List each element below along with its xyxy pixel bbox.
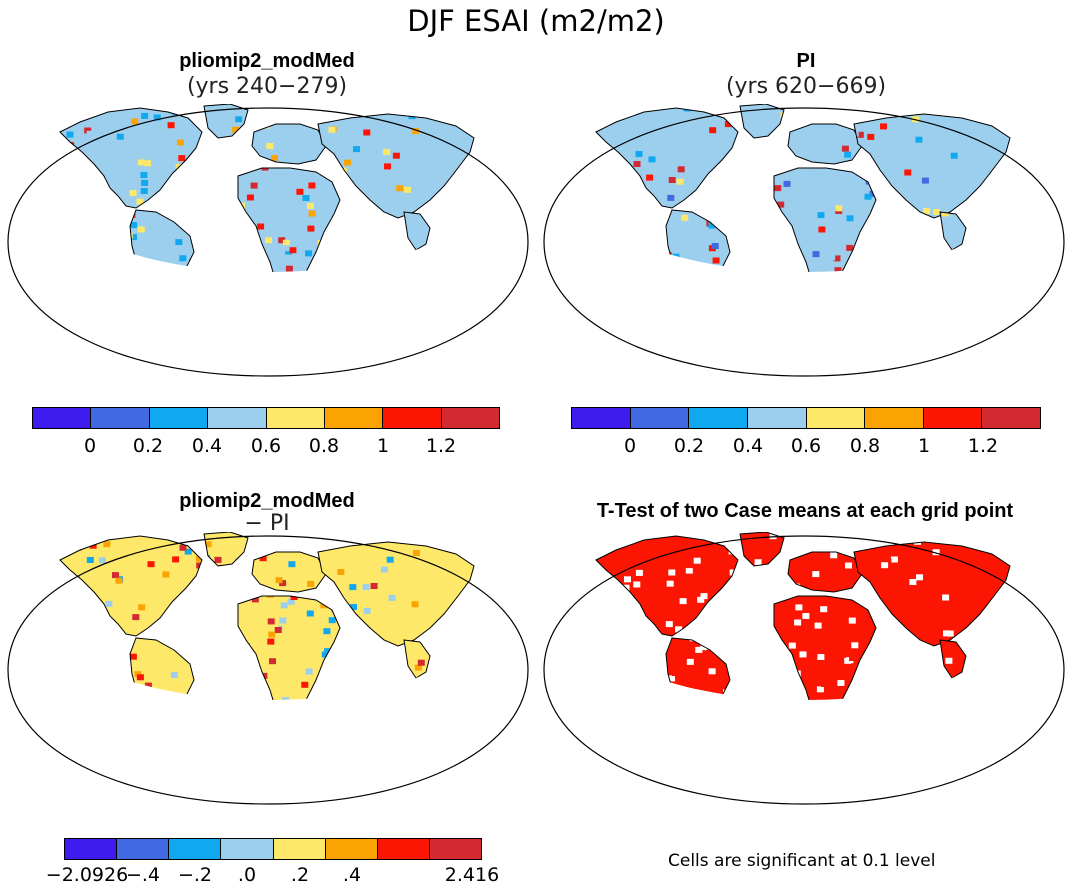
colorbar-swatch <box>430 839 481 859</box>
colorbar-tick-label: 1 <box>918 435 930 457</box>
colorbar-top-left <box>32 407 500 429</box>
continent-northAmerica <box>60 536 202 636</box>
colorbar-tick-label: 1.2 <box>426 435 456 457</box>
colorbar-tick-label: 0 <box>84 435 96 457</box>
colorbar-bottom-left <box>64 838 482 860</box>
continent-southAmerica <box>666 210 730 334</box>
colorbar-swatch <box>572 408 631 428</box>
panel-title-bottom-left: pliomip2_modMed <box>67 490 467 513</box>
continent-southAmerica <box>130 638 194 762</box>
map-panel-bottom-right <box>536 532 1072 808</box>
colorbar-tick-label: 0.2 <box>133 435 163 457</box>
colorbar-swatch <box>325 408 383 428</box>
panel-title-top-left: pliomip2_modMed <box>67 50 467 73</box>
colorbar-swatch <box>807 408 866 428</box>
continent-southAmerica <box>666 638 730 762</box>
colorbar-tick-label: .0 <box>238 864 256 886</box>
colorbar-swatch <box>442 408 499 428</box>
colorbar-tick-label: 1 <box>377 435 389 457</box>
continent-antarctica <box>118 768 450 802</box>
colorbar-swatch <box>631 408 690 428</box>
colorbar-swatch <box>383 408 441 428</box>
colorbar-tick-label: −2.0926 <box>46 864 128 886</box>
map-panel-bottom-left <box>0 532 536 808</box>
continent-australia <box>964 676 1024 728</box>
colorbar-tick-label: .4 <box>343 864 361 886</box>
panel-title-top-right: PI <box>606 50 1006 73</box>
map-panel-top-right <box>536 104 1072 380</box>
continent-australia <box>964 248 1024 300</box>
colorbar-swatch <box>150 408 208 428</box>
colorbar-swatch <box>378 839 430 859</box>
colorbar-tick-label: .2 <box>291 864 309 886</box>
colorbar-swatch <box>65 839 117 859</box>
colorbar-tick-label: 0.2 <box>674 435 704 457</box>
colorbar-tick-label: 1.2 <box>968 435 998 457</box>
panel-title-bottom-right: T-Test of two Case means at each grid po… <box>540 500 1070 523</box>
colorbar-swatch <box>326 839 378 859</box>
continent-antarctica <box>654 340 986 374</box>
colorbar-top-right <box>571 407 1041 429</box>
figure-title: DJF ESAI (m2/m2) <box>0 4 1072 38</box>
colorbar-tick-label: −.2 <box>178 864 212 886</box>
continent-antarctica <box>654 768 986 802</box>
colorbar-swatch <box>221 839 273 859</box>
continent-africa <box>774 596 876 724</box>
colorbar-swatch <box>208 408 266 428</box>
colorbar-tick-label: 0.8 <box>850 435 880 457</box>
continent-australia <box>428 248 488 300</box>
panel-subtitle-top-left: (yrs 240−279) <box>67 74 467 99</box>
significance-note: Cells are significant at 0.1 level <box>668 851 935 871</box>
continent-europe <box>788 124 862 164</box>
colorbar-swatch <box>91 408 149 428</box>
colorbar-tick-label: 2.416 <box>445 864 499 886</box>
continent-africa <box>238 596 340 724</box>
colorbar-swatch <box>274 839 326 859</box>
colorbar-tick-label: 0.6 <box>791 435 821 457</box>
panel-subtitle-top-right: (yrs 620−669) <box>606 74 1006 99</box>
continent-australia <box>428 676 488 728</box>
colorbar-tick-label: 0.6 <box>251 435 281 457</box>
continent-europe <box>788 552 862 592</box>
colorbar-swatch <box>865 408 924 428</box>
map-panel-top-left <box>0 104 536 380</box>
colorbar-tick-label: −.4 <box>126 864 160 886</box>
colorbar-swatch <box>267 408 325 428</box>
continent-northAmerica <box>596 108 738 208</box>
colorbar-swatch <box>689 408 748 428</box>
colorbar-tick-label: 0.4 <box>733 435 763 457</box>
colorbar-tick-label: 0.4 <box>192 435 222 457</box>
colorbar-swatch <box>982 408 1040 428</box>
colorbar-tick-label: 0 <box>624 435 636 457</box>
colorbar-swatch <box>924 408 983 428</box>
colorbar-swatch <box>748 408 807 428</box>
colorbar-swatch <box>117 839 169 859</box>
colorbar-swatch <box>33 408 91 428</box>
colorbar-swatch <box>169 839 221 859</box>
continent-antarctica <box>118 340 450 374</box>
colorbar-tick-label: 0.8 <box>309 435 339 457</box>
